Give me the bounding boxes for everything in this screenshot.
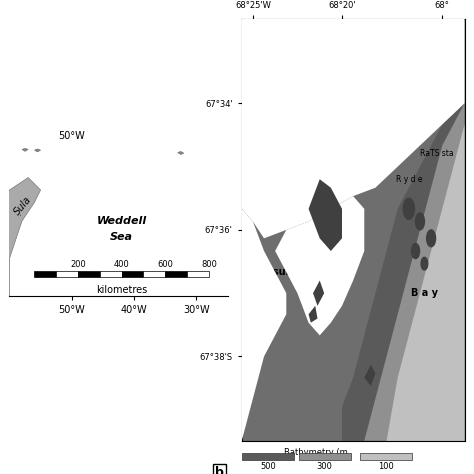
Text: 50°W: 50°W xyxy=(58,131,85,141)
Text: kilometres: kilometres xyxy=(96,285,147,295)
Polygon shape xyxy=(387,125,465,441)
Polygon shape xyxy=(364,103,465,441)
Polygon shape xyxy=(178,151,184,155)
Bar xyxy=(187,271,209,277)
Bar xyxy=(56,271,78,277)
Text: 400: 400 xyxy=(114,260,129,269)
Circle shape xyxy=(411,243,419,259)
Polygon shape xyxy=(309,306,318,323)
Circle shape xyxy=(427,230,436,247)
Polygon shape xyxy=(313,281,324,306)
Text: b: b xyxy=(215,466,224,474)
Bar xyxy=(100,271,122,277)
Polygon shape xyxy=(35,149,41,152)
Bar xyxy=(78,271,100,277)
Text: Unsurveyed: Unsurveyed xyxy=(258,267,323,277)
Polygon shape xyxy=(342,103,465,441)
Text: Ṣula: Ṣula xyxy=(13,194,34,217)
Circle shape xyxy=(421,257,428,270)
Text: 500: 500 xyxy=(260,462,276,471)
Bar xyxy=(144,271,165,277)
Bar xyxy=(35,271,56,277)
Circle shape xyxy=(403,198,414,219)
Text: Sea: Sea xyxy=(110,232,133,242)
Polygon shape xyxy=(242,209,286,441)
Text: 300: 300 xyxy=(317,462,333,471)
Circle shape xyxy=(416,213,424,230)
Bar xyxy=(165,271,187,277)
Text: Bathymetry (m: Bathymetry (m xyxy=(284,448,348,457)
Text: Weddell: Weddell xyxy=(97,216,147,226)
Polygon shape xyxy=(275,196,364,336)
Text: RaTS sta: RaTS sta xyxy=(420,149,454,158)
Polygon shape xyxy=(0,178,41,296)
Text: 600: 600 xyxy=(157,260,173,269)
Bar xyxy=(122,271,144,277)
Text: Sheldon
Glacier: Sheldon Glacier xyxy=(318,82,366,104)
Text: 200: 200 xyxy=(70,260,86,269)
Polygon shape xyxy=(22,148,28,151)
Polygon shape xyxy=(242,19,465,238)
Polygon shape xyxy=(364,365,375,386)
Text: 800: 800 xyxy=(201,260,217,269)
Polygon shape xyxy=(309,179,342,251)
Text: B a y: B a y xyxy=(411,288,438,298)
Text: R y d e: R y d e xyxy=(396,175,422,184)
Polygon shape xyxy=(153,134,162,137)
Text: 100: 100 xyxy=(378,462,394,471)
